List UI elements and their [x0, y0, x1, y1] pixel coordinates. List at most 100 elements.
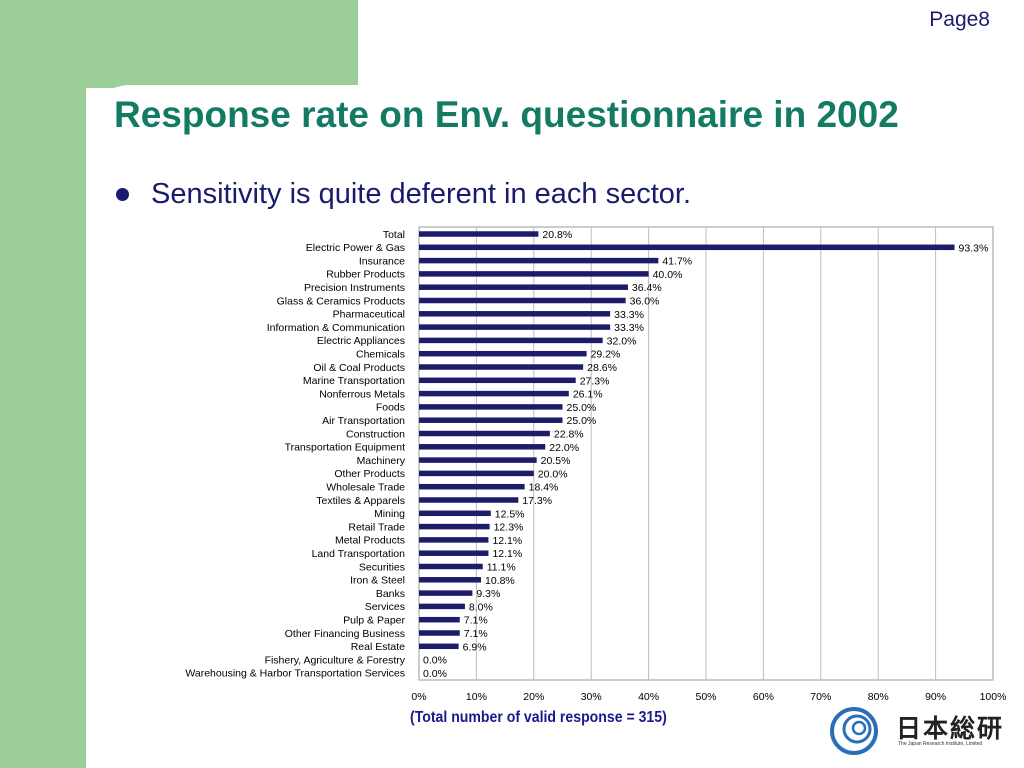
category-label: Fishery, Agriculture & Forestry	[265, 654, 406, 666]
category-label: Glass & Ceramics Products	[277, 295, 405, 307]
x-tick-label: 80%	[868, 691, 889, 703]
bullet-text: Sensitivity is quite deferent in each se…	[151, 178, 692, 210]
logo-text: 日本総研	[896, 715, 1005, 743]
bar	[419, 390, 569, 397]
decor-green-left	[0, 0, 86, 768]
value-label: 11.1%	[487, 562, 516, 574]
bar	[419, 364, 584, 370]
bar	[419, 537, 489, 543]
page-number: Page8	[929, 8, 990, 31]
value-label: 20.5%	[541, 455, 571, 467]
value-label: 36.0%	[630, 296, 660, 308]
value-label: 33.3%	[614, 309, 644, 321]
category-label: Real Estate	[351, 641, 405, 653]
bar	[419, 444, 546, 450]
category-label: Securities	[359, 561, 405, 573]
x-tick-label: 90%	[925, 691, 946, 703]
value-label: 20.8%	[542, 229, 572, 241]
bullet-dot-icon	[116, 188, 129, 201]
category-label: Land Transportation	[312, 548, 406, 560]
bullet-item: Sensitivity is quite deferent in each se…	[116, 178, 691, 211]
bar	[419, 550, 489, 556]
category-label: Information & Communication	[267, 322, 405, 334]
category-label: Metal Products	[335, 535, 405, 547]
category-label: Nonferrous Metals	[319, 388, 405, 400]
category-label: Marine Transportation	[303, 375, 405, 387]
value-label: 7.1%	[464, 628, 488, 640]
category-label: Rubber Products	[326, 269, 405, 281]
value-label: 25.0%	[567, 402, 597, 414]
bar	[419, 324, 611, 330]
category-label: Air Transportation	[322, 415, 405, 427]
footnote: (Total number of valid response = 315)	[410, 709, 667, 726]
category-label: Insurance	[359, 255, 405, 267]
category-label: Textiles & Apparels	[316, 495, 405, 507]
category-label: Warehousing & Harbor Transportation Serv…	[185, 668, 405, 680]
x-tick-label: 20%	[523, 691, 544, 703]
bar	[419, 430, 550, 437]
bar	[419, 577, 481, 583]
x-tick-label: 10%	[466, 691, 487, 703]
bar	[419, 616, 460, 623]
bar	[419, 643, 459, 650]
category-label: Banks	[376, 588, 405, 600]
value-label: 6.9%	[463, 641, 487, 653]
slide-title: Response rate on Env. questionnaire in 2…	[114, 94, 899, 135]
value-label: 12.3%	[494, 522, 524, 534]
bar	[419, 603, 465, 610]
logo-swirl-icon	[830, 707, 878, 755]
bar	[419, 271, 649, 277]
x-tick-label: 30%	[581, 691, 602, 703]
category-label: Mining	[374, 508, 405, 520]
bar	[419, 563, 483, 570]
logo-subtitle: The Japan Research Institute, Limited	[898, 741, 983, 747]
bar	[419, 257, 659, 264]
category-label: Total	[383, 229, 405, 241]
category-label: Foods	[376, 402, 405, 414]
value-label: 12.1%	[492, 535, 522, 547]
x-tick-label: 50%	[695, 691, 716, 703]
category-label: Services	[365, 601, 405, 613]
value-label: 29.2%	[591, 349, 621, 361]
bar	[419, 470, 534, 477]
bar	[419, 510, 491, 517]
bar	[419, 311, 611, 317]
x-tick-label: 60%	[753, 691, 774, 703]
value-label: 7.1%	[464, 615, 488, 627]
category-label: Electric Appliances	[317, 335, 405, 347]
bar	[419, 337, 603, 344]
category-label: Wholesale Trade	[326, 482, 405, 494]
bar	[419, 630, 460, 636]
category-label: Precision Instruments	[304, 282, 405, 294]
value-label: 18.4%	[529, 482, 559, 494]
value-label: 93.3%	[959, 242, 989, 254]
value-label: 33.3%	[614, 322, 644, 334]
bar	[419, 284, 628, 290]
x-tick-label: 70%	[810, 691, 831, 703]
value-label: 32.0%	[607, 335, 637, 347]
value-label: 36.4%	[632, 282, 662, 294]
value-label: 27.3%	[580, 375, 610, 387]
value-label: 10.8%	[485, 575, 515, 587]
category-label: Pharmaceutical	[333, 309, 405, 321]
bar	[419, 231, 539, 237]
value-label: 12.1%	[492, 548, 522, 560]
value-label: 17.3%	[522, 495, 552, 507]
category-label: Machinery	[357, 455, 406, 467]
category-label: Other Products	[334, 468, 405, 480]
bar	[419, 377, 576, 384]
value-label: 0.0%	[423, 655, 447, 667]
value-label: 0.0%	[423, 668, 447, 680]
value-label: 41.7%	[662, 256, 692, 268]
bar	[419, 590, 473, 596]
bar	[419, 523, 490, 530]
category-label: Iron & Steel	[350, 575, 405, 587]
bar	[419, 297, 626, 304]
category-label: Chemicals	[356, 349, 405, 361]
bar	[419, 417, 563, 423]
category-label: Construction	[346, 428, 405, 440]
value-label: 40.0%	[653, 269, 683, 281]
value-label: 22.0%	[549, 442, 579, 454]
bar	[419, 244, 955, 251]
